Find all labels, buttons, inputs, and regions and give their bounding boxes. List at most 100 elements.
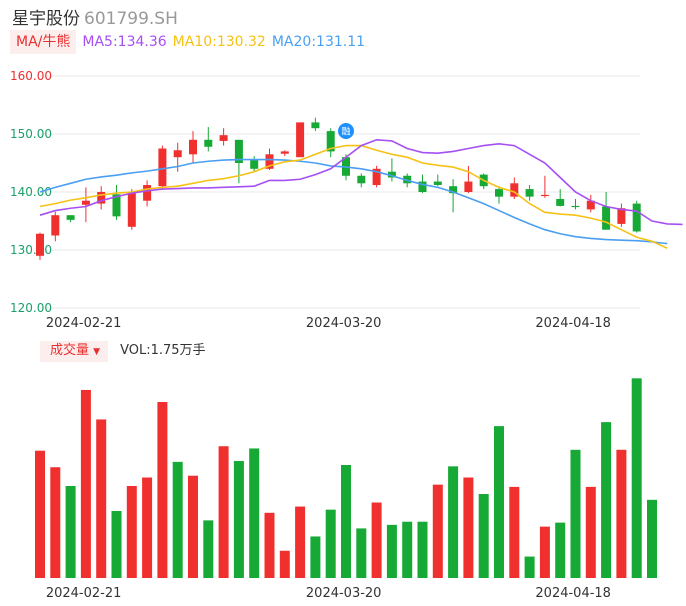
volume-indicator-dropdown[interactable]: 成交量 ▼ (40, 341, 109, 362)
candle-body (173, 150, 182, 158)
volume-bar (631, 378, 642, 578)
candle-body (571, 205, 580, 208)
volume-indicator-label: 成交量 (50, 343, 90, 358)
candle-body (204, 139, 213, 147)
candle-body (632, 203, 641, 232)
volume-bar (325, 509, 336, 578)
volume-bar (157, 402, 168, 578)
volume-bar (555, 522, 566, 578)
candle-body (495, 189, 503, 197)
stock-name: 星宇股份 (12, 9, 80, 29)
volume-bar (647, 499, 657, 578)
volume-bar (448, 466, 459, 578)
candle-body (219, 135, 228, 141)
volume-bar (249, 448, 260, 578)
candle-body (51, 215, 60, 236)
ma20-line (39, 158, 668, 245)
volume-bar (233, 460, 244, 578)
volume-bar (218, 446, 229, 578)
candle-body (525, 189, 534, 197)
candle-body (586, 200, 595, 210)
candle-body (326, 131, 335, 152)
ma-legend: MA/牛熊 MA5:134.36 MA10:130.32 MA20:131.11 (10, 30, 371, 54)
stock-title: 星宇股份 601799.SH (12, 4, 178, 29)
volume-bar (172, 461, 183, 578)
volume-bar (585, 486, 596, 578)
volume-bar (203, 520, 214, 578)
volume-bar (142, 477, 153, 578)
volume-bar (417, 521, 428, 578)
volume-bar (509, 486, 520, 578)
candle-body (265, 154, 274, 169)
volume-bar (295, 506, 306, 578)
volume-bar (35, 450, 45, 578)
candle-body (127, 192, 136, 227)
candle-body (97, 192, 106, 204)
margin-marker-icon (338, 123, 354, 139)
candle-body (250, 160, 259, 169)
candle-body (357, 175, 366, 184)
y-tick-label: 130.00 (10, 243, 52, 257)
candle-body (433, 181, 442, 186)
volume-bar (402, 521, 413, 578)
volume-bar (80, 389, 91, 578)
candle-body (112, 194, 121, 217)
ma10-legend: MA10:130.32 (172, 34, 266, 50)
volume-bar (310, 536, 321, 578)
candle-body (556, 198, 565, 206)
volume-bar (386, 524, 397, 578)
candle-body (540, 194, 549, 197)
volume-bar (188, 475, 198, 578)
candle-body (510, 183, 519, 197)
x-tick-label: 2024-03-20 (306, 586, 382, 601)
volume-bar (65, 485, 76, 578)
y-tick-label: 150.00 (10, 127, 52, 141)
candle-body (296, 122, 305, 158)
volume-bar (279, 550, 290, 578)
ma20-legend: MA20:131.11 (271, 34, 366, 50)
x-tick-label: 2024-03-20 (306, 316, 382, 331)
candle-body (81, 200, 90, 205)
volume-bar (432, 484, 443, 578)
ma-toggle-button[interactable]: MA/牛熊 (10, 30, 77, 54)
volume-bar (463, 477, 474, 578)
candle-body (66, 215, 75, 220)
volume-bar (524, 556, 535, 578)
volume-bar (570, 449, 581, 578)
candle-body (602, 206, 611, 230)
candle-body (36, 233, 44, 256)
y-tick-label: 140.00 (10, 185, 52, 199)
candle-body (143, 185, 152, 201)
dropdown-arrow-icon: ▼ (93, 347, 101, 357)
candle-body (234, 139, 243, 163)
volume-bar (111, 511, 122, 578)
x-tick-label: 2024-04-18 (535, 316, 611, 331)
x-tick-label: 2024-02-21 (46, 586, 122, 601)
volume-bar (601, 422, 612, 578)
x-tick-label: 2024-04-18 (535, 586, 611, 601)
ma5-legend: MA5:134.36 (82, 34, 167, 50)
candle-body (280, 151, 289, 154)
volume-bar (50, 467, 61, 578)
y-tick-label: 120.00 (10, 301, 52, 315)
candle-body (387, 171, 396, 178)
ma5-line (39, 138, 683, 226)
candle-body (158, 148, 167, 187)
ma10-line (39, 144, 668, 249)
volume-bar (96, 419, 107, 578)
candle-body (418, 181, 427, 192)
volume-bar (264, 512, 275, 578)
candle-body (403, 175, 412, 184)
volume-value: VOL:1.75万手 (120, 343, 206, 358)
y-tick-label: 160.00 (10, 69, 52, 83)
volume-bar (478, 494, 489, 578)
candle-body (464, 181, 473, 192)
candle-body (617, 208, 626, 224)
stock-code: 601799.SH (84, 9, 178, 29)
volume-bar (341, 464, 351, 578)
volume-bar (356, 528, 367, 578)
volume-legend: 成交量 ▼ VOL:1.75万手 (40, 341, 206, 362)
candle-body (311, 122, 320, 129)
candle-body (372, 168, 381, 186)
